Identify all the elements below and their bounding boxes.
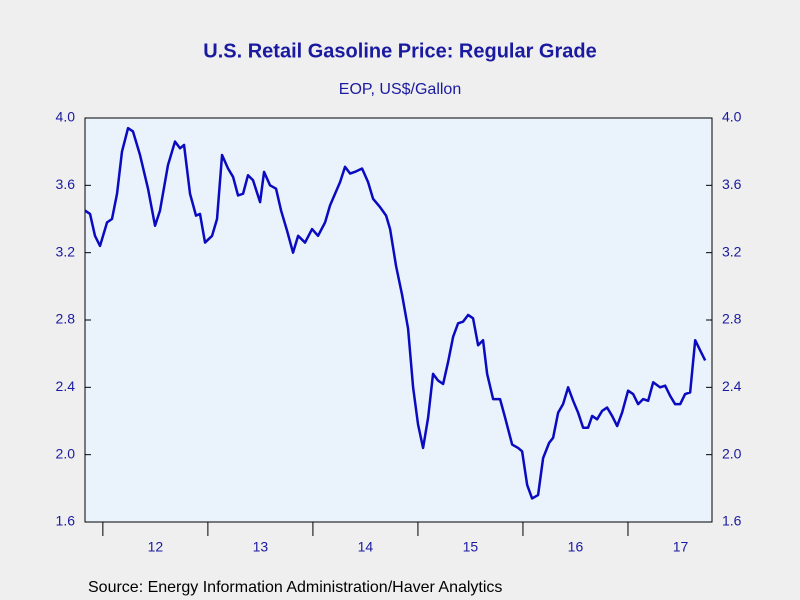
y2-tick-label: 2.0 xyxy=(722,445,742,461)
y-tick-label: 2.4 xyxy=(56,378,76,394)
y-tick-label: 4.0 xyxy=(56,109,76,125)
y-tick-label: 1.6 xyxy=(56,513,76,529)
source-note: Source: Energy Information Administratio… xyxy=(88,579,502,596)
y-tick-label: 3.6 xyxy=(56,176,76,192)
x-tick-label: 13 xyxy=(253,539,269,555)
x-tick-label: 14 xyxy=(358,539,374,555)
y2-tick-label: 3.6 xyxy=(722,176,742,192)
y2-tick-label: 4.0 xyxy=(722,109,742,125)
y2-tick-label: 1.6 xyxy=(722,513,742,529)
x-tick-label: 15 xyxy=(463,539,479,555)
x-tick-label: 12 xyxy=(148,539,164,555)
chart-subtitle: EOP, US$/Gallon xyxy=(339,81,461,98)
y-tick-label: 3.2 xyxy=(56,243,76,259)
x-tick-label: 17 xyxy=(673,539,689,555)
x-tick-label: 16 xyxy=(568,539,584,555)
y-tick-label: 2.8 xyxy=(56,311,76,327)
price-line xyxy=(84,126,707,500)
y2-tick-label: 3.2 xyxy=(722,243,742,259)
y-tick-label: 2.0 xyxy=(56,445,76,461)
plot-area xyxy=(84,117,713,523)
chart-title: U.S. Retail Gasoline Price: Regular Grad… xyxy=(203,40,596,62)
y2-tick-label: 2.8 xyxy=(722,311,742,327)
y2-tick-label: 2.4 xyxy=(722,378,742,394)
